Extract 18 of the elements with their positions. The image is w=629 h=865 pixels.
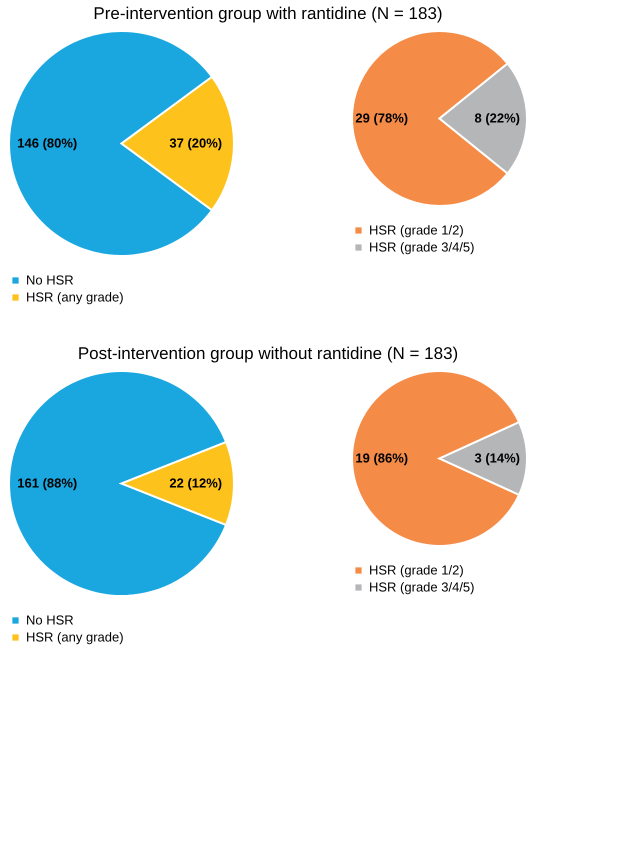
data-label: 146 (80%)	[17, 136, 78, 150]
data-label: 19 (86%)	[355, 450, 408, 466]
data-label: 161 (88%)	[17, 476, 78, 490]
legend-label: HSR (grade 1/2)	[369, 562, 464, 578]
legend-label: HSR (grade 1/2)	[369, 222, 464, 238]
data-label: 3 (14%)	[474, 450, 520, 466]
legend-label: No HSR	[26, 612, 74, 628]
text: Pre-intervention group with rantidine (N = 183)	[93, 4, 443, 23]
legend-label: HSR (grade 3/4/5)	[369, 240, 474, 254]
data-label: 37 (20%)	[169, 136, 222, 150]
text: Post-intervention group without rantidine (N = 183)	[78, 344, 458, 363]
legend-label: HSR (any grade)	[26, 630, 124, 644]
data-label: 8 (22%)	[474, 110, 520, 126]
data-label: 22 (12%)	[169, 476, 222, 490]
legend-label: HSR (grade 3/4/5)	[369, 580, 474, 594]
legend-label: HSR (any grade)	[26, 290, 124, 304]
data-label: 29 (78%)	[355, 110, 408, 126]
legend-label: No HSR	[26, 272, 74, 288]
